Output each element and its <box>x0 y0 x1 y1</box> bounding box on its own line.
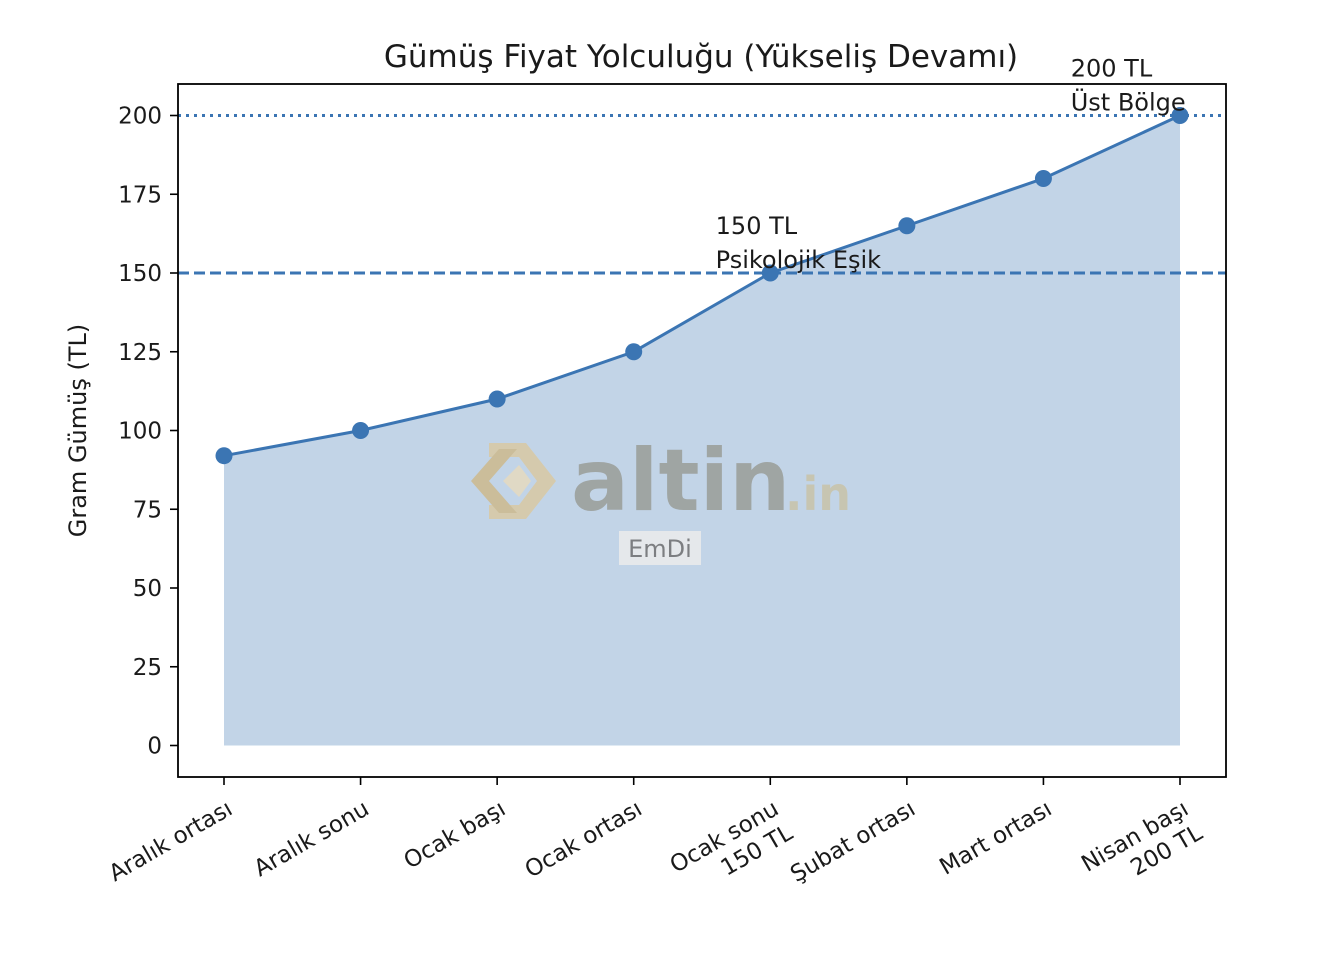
annotation-1: 200 TL Üst Bölge <box>1071 55 1186 117</box>
series-line <box>223 114 1181 458</box>
watermark-tag-bg <box>619 531 701 565</box>
y-tick-label-150: 150 <box>118 261 162 287</box>
data-point-6 <box>1034 170 1052 187</box>
x-tick-label-line: Şubat ortası <box>786 796 920 888</box>
data-point-7 <box>1171 107 1189 124</box>
x-tick-label-line: Aralık ortası <box>105 796 237 887</box>
x-tick-label-line: Ocak ortası <box>521 796 647 884</box>
y-tick-label-125: 125 <box>118 340 162 366</box>
x-tick-label-7: Nisan başı200 TL <box>1077 796 1207 902</box>
data-point-0 <box>215 447 233 465</box>
watermark-tag: EmDi <box>628 535 692 563</box>
y-tick-label-0: 0 <box>147 734 162 760</box>
x-tick-label-4: Ocak sonu150 TL <box>666 796 798 903</box>
data-point-1 <box>352 422 370 439</box>
x-tick-label-line: Ocak başı <box>400 796 510 875</box>
x-tick-label-1: Aralık sonu <box>250 796 374 882</box>
x-tick-label-2: Ocak başı <box>400 796 510 875</box>
x-tick-label-6: Mart ortası <box>935 796 1056 881</box>
x-tick-label-0: Aralık ortası <box>105 796 237 887</box>
y-tick-label-100: 100 <box>118 419 162 445</box>
x-tick-label-line: Mart ortası <box>935 796 1056 881</box>
y-tick-label-75: 75 <box>133 497 162 523</box>
annotation-0: 150 TL Psikolojik Eşik <box>716 212 882 274</box>
logo-icon <box>471 443 556 519</box>
x-tick-label-line: Aralık sonu <box>250 796 374 882</box>
x-tick-label-5: Şubat ortası <box>786 796 920 888</box>
data-point-4 <box>761 264 779 282</box>
annotation-line: 150 TL <box>716 212 798 240</box>
y-tick-label-50: 50 <box>133 576 162 602</box>
y-tick-label-200: 200 <box>118 104 162 130</box>
annotation-line: Psikolojik Eşik <box>716 246 882 274</box>
data-point-3 <box>625 343 643 361</box>
watermark-brand: altin <box>571 431 790 531</box>
data-point-5 <box>898 217 916 235</box>
y-axis-label: Gram Gümüş (TL) <box>64 324 92 537</box>
annotation-line: Üst Bölge <box>1071 88 1186 117</box>
data-point-2 <box>488 390 506 408</box>
annotation-line: 200 TL <box>1071 55 1153 83</box>
watermark: altin .in EmDi <box>471 431 851 565</box>
x-tick-label-3: Ocak ortası <box>521 796 647 884</box>
chart-title: Gümüş Fiyat Yolculuğu (Yükseliş Devamı) <box>384 39 1018 75</box>
y-tick-label-25: 25 <box>133 655 162 681</box>
watermark-suffix: .in <box>785 467 851 521</box>
y-tick-label-175: 175 <box>118 182 162 208</box>
